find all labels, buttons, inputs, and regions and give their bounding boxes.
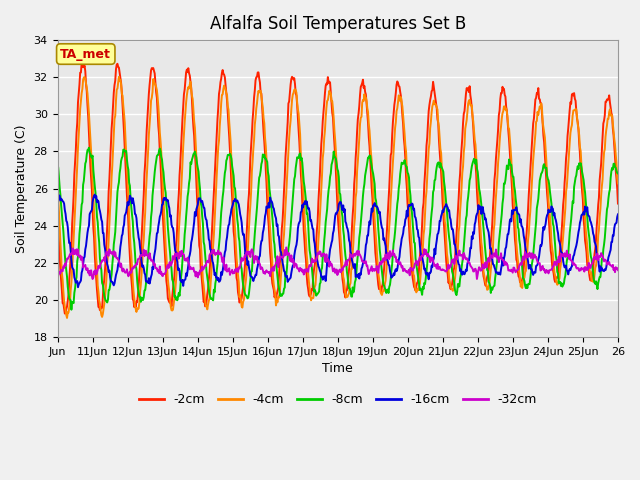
-2cm bbox=[121, 145, 129, 151]
-8cm bbox=[224, 152, 232, 158]
-4cm bbox=[614, 180, 622, 186]
-2cm bbox=[54, 204, 61, 210]
-8cm bbox=[54, 161, 61, 167]
-16cm bbox=[273, 223, 280, 229]
-4cm bbox=[121, 120, 129, 125]
-32cm bbox=[251, 255, 259, 261]
Line: -8cm: -8cm bbox=[58, 148, 618, 310]
Line: -16cm: -16cm bbox=[58, 194, 618, 287]
-32cm bbox=[54, 272, 61, 278]
-32cm bbox=[272, 260, 280, 265]
Text: TA_met: TA_met bbox=[60, 48, 111, 60]
-2cm bbox=[61, 311, 68, 316]
-16cm bbox=[54, 201, 61, 206]
-8cm bbox=[252, 222, 259, 228]
-2cm bbox=[397, 94, 404, 99]
Line: -4cm: -4cm bbox=[58, 77, 618, 318]
-16cm bbox=[224, 227, 232, 233]
-2cm bbox=[429, 87, 436, 93]
-32cm bbox=[89, 276, 97, 282]
-32cm bbox=[282, 244, 290, 250]
-32cm bbox=[120, 267, 128, 273]
-32cm bbox=[223, 269, 231, 275]
-2cm bbox=[614, 201, 622, 206]
-16cm bbox=[429, 264, 436, 270]
Line: -32cm: -32cm bbox=[58, 247, 618, 279]
-2cm bbox=[252, 77, 259, 83]
-4cm bbox=[273, 296, 280, 302]
-16cm bbox=[74, 284, 82, 290]
-4cm bbox=[224, 103, 232, 109]
-2cm bbox=[78, 60, 86, 66]
-8cm bbox=[273, 267, 280, 273]
-4cm bbox=[429, 104, 436, 109]
-2cm bbox=[224, 111, 232, 117]
-2cm bbox=[273, 292, 280, 298]
Line: -2cm: -2cm bbox=[58, 63, 618, 313]
-16cm bbox=[397, 242, 404, 248]
Legend: -2cm, -4cm, -8cm, -16cm, -32cm: -2cm, -4cm, -8cm, -16cm, -32cm bbox=[134, 388, 542, 411]
-8cm bbox=[397, 165, 404, 171]
-8cm bbox=[85, 145, 93, 151]
-4cm bbox=[54, 180, 61, 186]
-16cm bbox=[252, 272, 259, 278]
Title: Alfalfa Soil Temperatures Set B: Alfalfa Soil Temperatures Set B bbox=[210, 15, 466, 33]
-4cm bbox=[252, 115, 259, 121]
-4cm bbox=[397, 94, 404, 100]
-16cm bbox=[121, 213, 129, 218]
-4cm bbox=[115, 74, 123, 80]
-32cm bbox=[429, 255, 436, 261]
-8cm bbox=[614, 170, 622, 176]
-8cm bbox=[121, 148, 129, 154]
-8cm bbox=[68, 307, 76, 312]
X-axis label: Time: Time bbox=[323, 362, 353, 375]
-8cm bbox=[429, 204, 436, 209]
-32cm bbox=[397, 262, 404, 267]
-16cm bbox=[91, 192, 99, 197]
-4cm bbox=[63, 315, 71, 321]
Y-axis label: Soil Temperature (C): Soil Temperature (C) bbox=[15, 124, 28, 253]
-16cm bbox=[614, 212, 622, 217]
-32cm bbox=[614, 267, 622, 273]
